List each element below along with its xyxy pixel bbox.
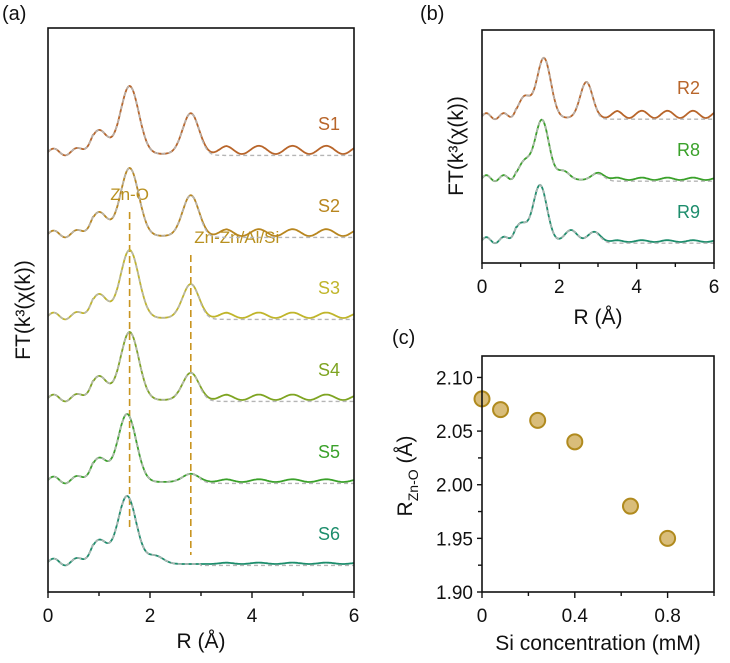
panel-b-ylabel: FT(k³(χ(k)) — [445, 96, 468, 196]
series-label: S4 — [318, 360, 340, 380]
reference-label: Zn-O — [110, 185, 149, 204]
panel-c: 1.90 1.95 2.00 2.05 2.10 0 0.4 0.8 — [436, 368, 715, 627]
x-tick-label: 0.4 — [562, 606, 589, 627]
panel-c-frame — [481, 355, 715, 593]
panel-a-ylabel: FT(k³(χ(k)) — [12, 260, 35, 360]
data-point — [529, 411, 547, 429]
series-s2-data — [47, 167, 355, 239]
series-r2-data — [481, 56, 715, 121]
x-tick-label: 0 — [43, 606, 54, 627]
series-label: S2 — [318, 196, 340, 216]
panel-b: 0 2 4 6 R2 R8 R9 — [477, 56, 720, 298]
series-label: R8 — [677, 140, 700, 160]
series-s3-fit — [47, 249, 354, 321]
x-tick-label: 0.8 — [654, 606, 680, 627]
x-tick-label: 0 — [477, 606, 488, 627]
series-s3-data — [47, 249, 355, 321]
series-r8-fit — [481, 118, 714, 182]
series-s6-data — [47, 495, 355, 567]
data-point — [566, 433, 584, 451]
x-tick-label: 2 — [554, 277, 565, 298]
x-tick-label: 0 — [477, 277, 488, 298]
panel-a-frame — [47, 27, 355, 593]
y-tick-label: 1.90 — [436, 583, 473, 604]
panel-label-b: (b) — [420, 3, 444, 25]
y-tick-label: 1.95 — [436, 529, 473, 550]
y-tick-label: 2.00 — [436, 476, 473, 497]
x-tick-label: 4 — [631, 277, 642, 298]
panel-c-xlabel: Si concentration (mM) — [495, 632, 700, 655]
panel-b-xlabel: R (Å) — [574, 306, 623, 329]
series-s4-fit — [47, 331, 354, 403]
x-tick-label: 2 — [145, 606, 156, 627]
series-s6-fit — [47, 495, 354, 567]
series-s5-data — [47, 413, 355, 485]
series-s4-data — [47, 331, 355, 403]
series-s2-fit — [47, 167, 354, 239]
series-label: S5 — [318, 442, 340, 462]
panel-c-ylabel: RZn-O (Å) — [394, 436, 421, 517]
series-r8-data — [481, 118, 715, 183]
data-point — [659, 529, 677, 547]
x-tick-label: 6 — [709, 277, 720, 298]
series-s1-fit — [47, 85, 354, 157]
series-label: S1 — [318, 114, 340, 134]
series-label: R2 — [677, 78, 700, 98]
series-s1-data — [47, 85, 355, 157]
series-s5-fit — [47, 413, 354, 485]
panel-a-xlabel: R (Å) — [177, 630, 226, 653]
series-label: S3 — [318, 278, 340, 298]
panel-b-frame — [481, 29, 715, 264]
series-r9-fit — [481, 184, 714, 244]
series-r2-fit — [481, 57, 714, 120]
x-tick-label: 4 — [247, 606, 258, 627]
data-point — [621, 497, 639, 515]
y-tick-label: 2.10 — [436, 368, 473, 389]
series-label: R9 — [677, 202, 700, 222]
panel-label-c: (c) — [392, 327, 415, 349]
panel-label-a: (a) — [2, 3, 26, 25]
x-tick-label: 6 — [349, 606, 360, 627]
data-point — [492, 401, 510, 419]
series-label: S6 — [318, 524, 340, 544]
y-tick-label: 2.05 — [436, 422, 473, 443]
